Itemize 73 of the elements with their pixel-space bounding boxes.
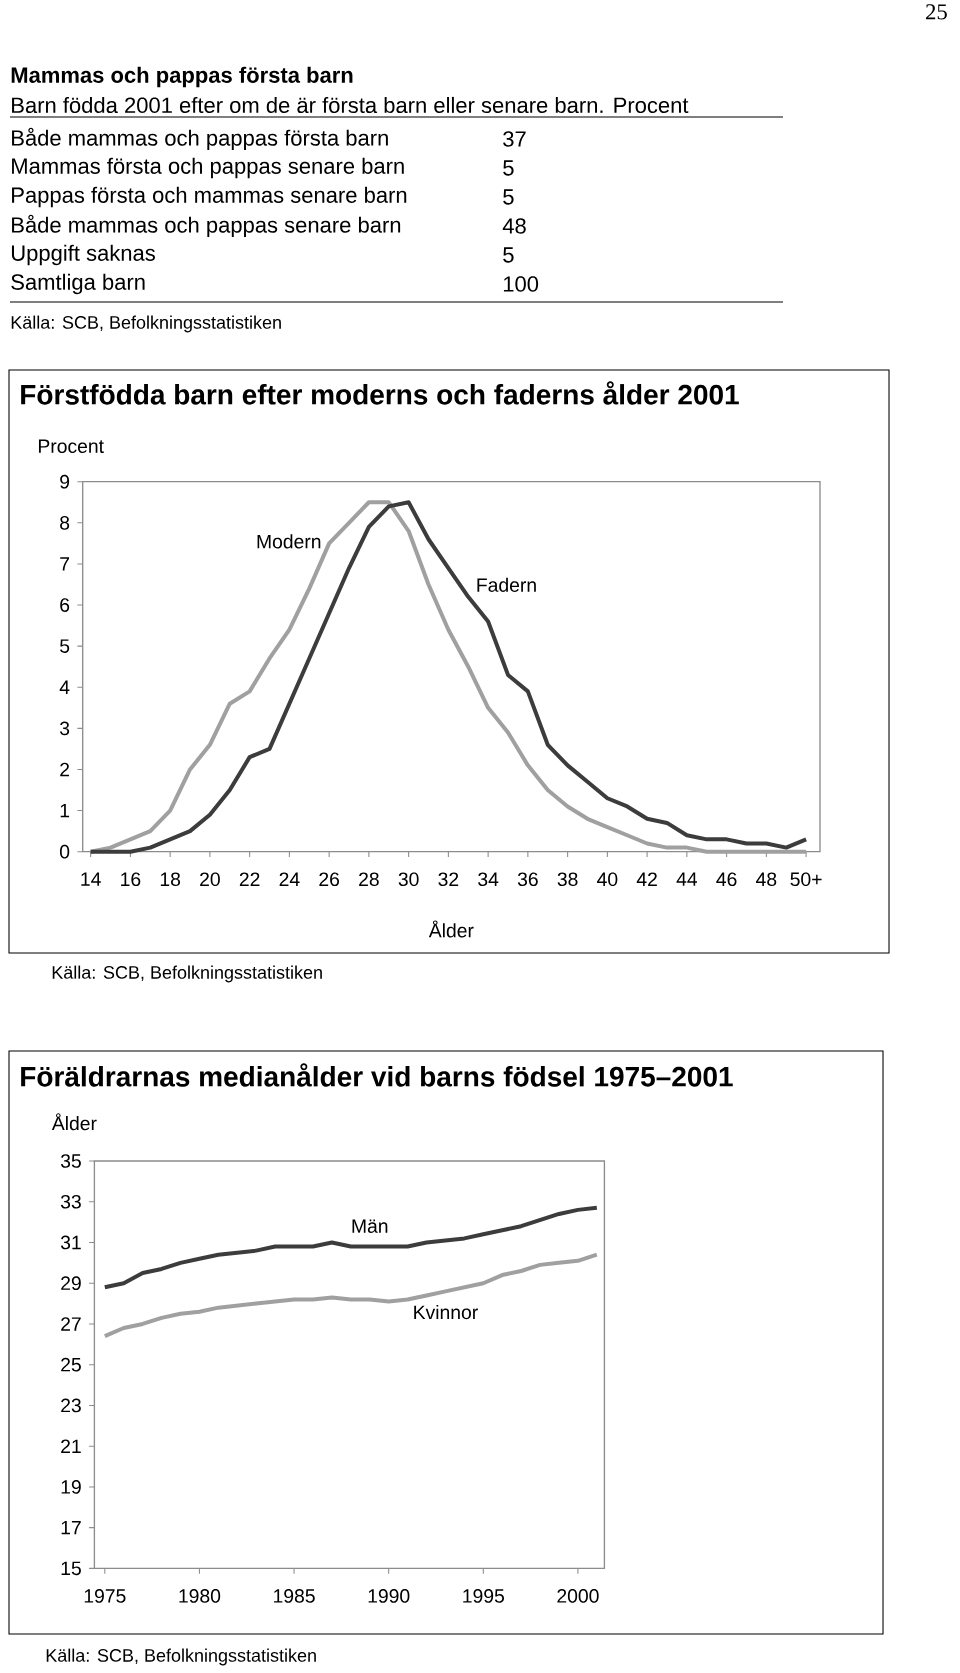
- x-tick-label: 30: [398, 872, 419, 887]
- x-tick-label: 28: [359, 872, 379, 887]
- x-tick-label: 38: [557, 872, 578, 887]
- y-tick-label: 35: [60, 1154, 81, 1168]
- y-tick-label: 4: [59, 680, 70, 694]
- y-axis-title: Procent: [38, 439, 104, 453]
- y-tick-label: 19: [61, 1480, 81, 1494]
- x-tick-label: 22: [239, 872, 260, 886]
- data-label: 5: [503, 247, 514, 263]
- y-tick-label: 2: [60, 762, 70, 777]
- y-tick-label: 17: [61, 1521, 81, 1535]
- y-tick-label: 7: [60, 557, 70, 571]
- x-tick-label: 1985: [274, 1589, 315, 1603]
- y-tick-label: 5: [60, 639, 70, 653]
- x-tick-label: 48: [756, 872, 777, 887]
- y-tick-label: 25: [61, 1357, 81, 1372]
- series-label: Kvinnor: [414, 1304, 478, 1320]
- series-label: Män: [352, 1219, 388, 1233]
- data-label: 48: [502, 218, 526, 234]
- x-tick-label: 34: [478, 872, 499, 887]
- y-tick-label: 9: [60, 474, 70, 489]
- y-axis-title: Ålder: [51, 1113, 97, 1131]
- y-tick-label: 21: [61, 1439, 81, 1453]
- x-tick-label: 2000: [557, 1589, 599, 1603]
- text: Barn födda 2001 efter om de är första barn eller senare barn. Procent: [12, 96, 689, 114]
- y-tick-label: 3: [59, 721, 70, 736]
- x-tick-label: 14: [81, 872, 101, 886]
- y-tick-label: 29: [61, 1276, 81, 1291]
- category-label: Både mammas och pappas senare barn: [12, 214, 401, 238]
- text: Mammas och pappas första barn: [11, 66, 353, 88]
- data-label: 5: [503, 189, 514, 205]
- y-tick-label: 27: [61, 1317, 81, 1331]
- y-tick-label: 23: [61, 1398, 81, 1413]
- x-tick-label: 46: [716, 872, 737, 887]
- series-label: Modern: [257, 534, 321, 549]
- x-tick-label: 1975: [84, 1589, 126, 1603]
- x-tick-label: 42: [636, 872, 657, 886]
- text: 25: [926, 4, 947, 20]
- x-tick-label: 1990: [368, 1589, 410, 1603]
- y-tick-label: 31: [60, 1235, 81, 1250]
- text: Källa: SCB, Befolkningsstatistiken: [46, 1648, 316, 1666]
- data-label: 37: [503, 131, 526, 147]
- category-label: Samtliga barn: [11, 273, 145, 295]
- y-tick-label: 1: [60, 803, 70, 818]
- x-axis-title: Ålder: [428, 920, 474, 938]
- x-tick-label: 1980: [179, 1589, 221, 1603]
- y-tick-label: 6: [60, 598, 70, 612]
- series-label: Fadern: [477, 577, 536, 592]
- text: Källa: SCB, Befolkningsstatistiken: [11, 315, 281, 333]
- x-tick-label: 44: [676, 872, 698, 886]
- x-tick-label: 16: [121, 872, 141, 887]
- x-tick-label: 50+: [790, 872, 822, 887]
- x-tick-label: 20: [200, 872, 220, 887]
- x-tick-label: 26: [319, 872, 340, 887]
- y-tick-label: 0: [60, 844, 70, 859]
- y-tick-label: 15: [61, 1561, 81, 1576]
- x-tick-label: 40: [597, 872, 618, 887]
- chart-title: Förstfödda barn efter moderns och faderns ålder 2001: [21, 381, 739, 405]
- data-label: 5: [503, 160, 514, 176]
- x-tick-label: 36: [517, 872, 538, 887]
- category-label: Uppgift saknas: [11, 244, 155, 266]
- category-label: Både mammas och pappas första barn: [12, 127, 388, 151]
- y-tick-label: 33: [60, 1194, 81, 1209]
- y-tick-label: 8: [60, 515, 70, 530]
- text: Källa: SCB, Befolkningsstatistiken: [52, 965, 322, 983]
- category-label: Mammas första och pappas senare barn: [12, 157, 404, 179]
- x-tick-label: 24: [279, 872, 300, 886]
- category-label: Pappas första och mammas senare barn: [12, 186, 407, 208]
- x-tick-label: 32: [438, 872, 459, 887]
- data-label: 100: [503, 276, 539, 292]
- x-tick-label: 1995: [463, 1589, 504, 1603]
- x-tick-label: 18: [160, 872, 181, 887]
- chart-title: Föräldrarnas medianålder vid barns födsel 1975–2001: [21, 1063, 733, 1087]
